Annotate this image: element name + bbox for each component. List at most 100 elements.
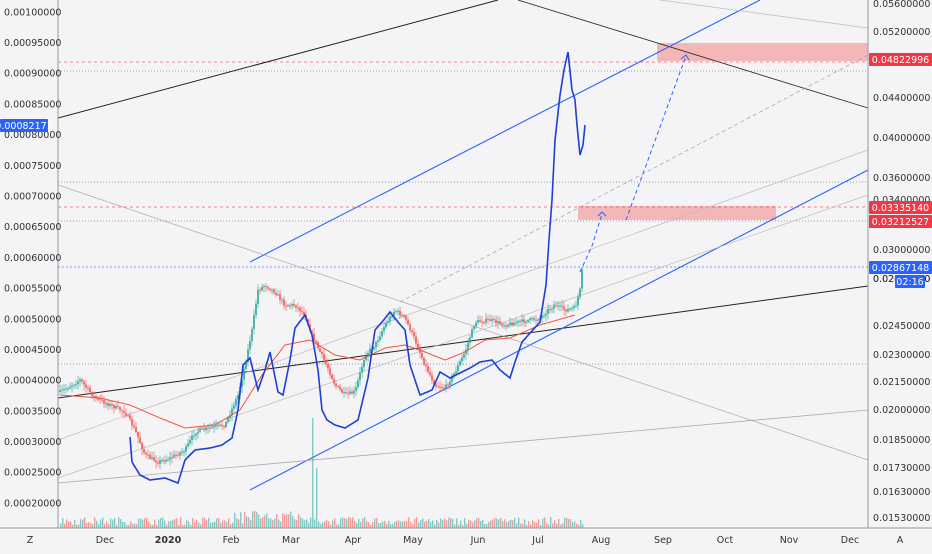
volume-bar xyxy=(180,517,182,528)
candle-body xyxy=(253,315,255,329)
volume-bar xyxy=(302,518,304,528)
candle-229 xyxy=(517,319,519,327)
candle-body xyxy=(381,331,383,337)
volume-bar xyxy=(512,520,514,528)
candle-body xyxy=(227,417,229,422)
candle-247 xyxy=(553,300,555,314)
candle-228 xyxy=(515,317,517,327)
candle-body xyxy=(197,431,199,434)
candle-body xyxy=(537,319,539,321)
volume-bar xyxy=(174,519,176,528)
volume-bar xyxy=(272,519,274,528)
volume-bar xyxy=(248,517,250,528)
volume-bar xyxy=(490,520,492,528)
candle-body xyxy=(81,379,83,382)
candle-body xyxy=(71,385,73,387)
price-tag-bg xyxy=(895,275,925,288)
candle-127 xyxy=(313,327,315,344)
volume-bar xyxy=(532,520,534,528)
candle-209 xyxy=(477,315,479,326)
candle-body xyxy=(121,410,123,412)
volume-bar xyxy=(454,524,456,528)
volume-bar xyxy=(296,519,298,528)
candle-254 xyxy=(567,304,569,313)
price-tag-label: 0.03212527 xyxy=(872,217,929,228)
candle-56 xyxy=(171,451,173,464)
candle-body xyxy=(577,296,579,306)
volume-bar xyxy=(104,523,106,528)
volume-bar xyxy=(94,517,96,528)
candle-body xyxy=(75,384,77,386)
candle-232 xyxy=(523,315,525,327)
volume-bar xyxy=(300,517,302,528)
candle-body xyxy=(231,408,233,416)
candle-body xyxy=(555,305,557,307)
volume-bar xyxy=(292,516,294,528)
volume-bar xyxy=(242,523,244,528)
candle-149 xyxy=(357,376,359,390)
volume-bar xyxy=(482,519,484,528)
volume-bar xyxy=(166,524,168,528)
candle-176 xyxy=(411,328,413,336)
volume-bar xyxy=(330,524,332,528)
volume-bar xyxy=(280,521,282,528)
volume-bar xyxy=(554,520,556,528)
candle-107 xyxy=(273,287,275,295)
candle-body xyxy=(503,325,505,327)
candle-39 xyxy=(137,430,139,444)
candle-body xyxy=(195,433,197,436)
candle-body xyxy=(137,431,139,438)
volume-bar xyxy=(360,522,362,528)
volume-bar xyxy=(460,520,462,528)
grey-top-line xyxy=(659,0,868,29)
candle-218 xyxy=(495,315,497,328)
candle-body xyxy=(429,371,431,376)
volume-bar xyxy=(402,521,404,528)
volume-bar xyxy=(352,517,354,528)
candle-body xyxy=(113,405,115,409)
candle-185 xyxy=(429,367,431,378)
volume-bar xyxy=(406,521,408,528)
candle-252 xyxy=(563,301,565,316)
volume-bar xyxy=(416,517,418,528)
price-tag-bg xyxy=(869,53,932,66)
candle-136 xyxy=(331,372,333,381)
candle-body xyxy=(283,299,285,306)
volume-bar xyxy=(284,514,286,528)
candle-body xyxy=(203,428,205,431)
candle-body xyxy=(417,343,419,349)
candle-body xyxy=(313,333,315,341)
candle-body xyxy=(399,310,401,316)
candle-body xyxy=(351,391,353,394)
candle-body xyxy=(171,457,173,459)
volume-bar xyxy=(322,522,324,528)
volume-bar xyxy=(492,519,494,528)
blue-channel-lower xyxy=(249,169,868,491)
volume-bar xyxy=(230,524,232,528)
candle-81 xyxy=(221,420,223,430)
volume-bar xyxy=(290,511,292,528)
candle-body xyxy=(337,386,339,388)
candle-196 xyxy=(451,373,453,385)
time-tick-label-9: Sep xyxy=(654,535,672,546)
candle-body xyxy=(153,457,155,461)
candle-body xyxy=(235,399,237,406)
candle-248 xyxy=(555,301,557,308)
volume-bar xyxy=(448,517,450,528)
candle-body xyxy=(217,424,219,426)
moving-average-line xyxy=(59,314,576,429)
candle-body xyxy=(149,454,151,459)
time-tick-label-5: May xyxy=(403,535,423,546)
candle-13 xyxy=(85,379,87,393)
candle-261 xyxy=(581,267,583,293)
candle-body xyxy=(209,427,211,429)
candle-body xyxy=(453,373,455,376)
candle-98 xyxy=(255,299,257,319)
candle-body xyxy=(299,307,301,312)
volume-bar xyxy=(120,519,122,528)
candle-204 xyxy=(467,337,469,356)
candle-234 xyxy=(527,319,529,324)
candle-body xyxy=(477,320,479,323)
candle-body xyxy=(183,451,185,453)
